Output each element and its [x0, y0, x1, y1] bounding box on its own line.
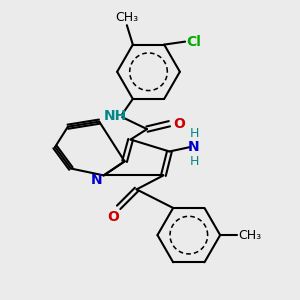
- Text: H: H: [190, 127, 200, 140]
- Text: Cl: Cl: [187, 34, 202, 49]
- Text: NH: NH: [104, 109, 127, 123]
- Text: O: O: [107, 210, 119, 224]
- Text: H: H: [190, 155, 200, 168]
- Text: O: O: [173, 117, 185, 131]
- Text: N: N: [90, 173, 102, 187]
- Text: N: N: [188, 140, 199, 154]
- Text: CH₃: CH₃: [115, 11, 138, 24]
- Text: CH₃: CH₃: [238, 229, 261, 242]
